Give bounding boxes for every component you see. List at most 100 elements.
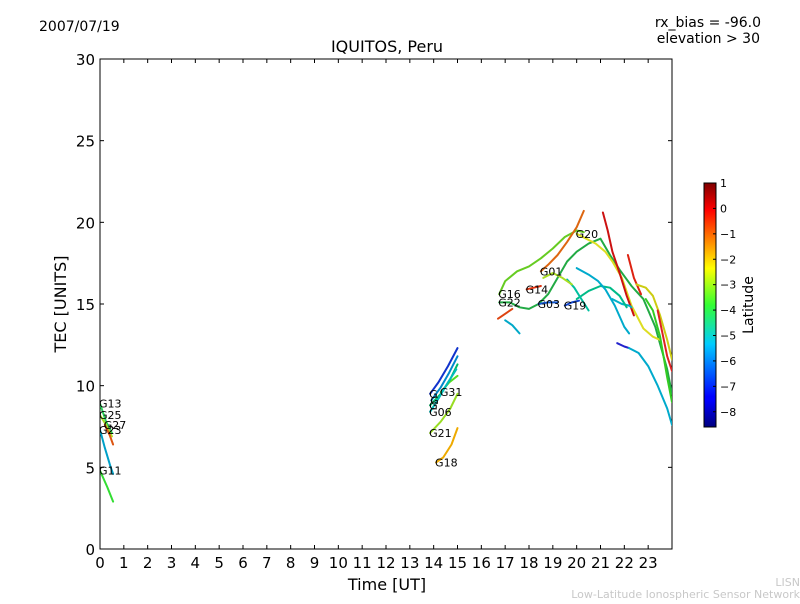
series-label-g21: G21 — [429, 427, 452, 440]
colorbar-tick-label: 1 — [720, 177, 727, 190]
x-axis-label: Time [UT] — [347, 575, 426, 594]
series-line-g — [429, 347, 459, 395]
elevation-label: elevation > 30 — [657, 31, 760, 47]
x-tick-label: 16 — [472, 554, 491, 572]
series-line-unlabeled-32 — [542, 272, 573, 286]
x-tick-label: 10 — [329, 554, 348, 572]
x-tick-label: 21 — [591, 554, 610, 572]
x-tick-label: 4 — [191, 554, 201, 572]
footer-org-short: LISN — [775, 576, 800, 589]
series-line-unlabeled-27 — [504, 319, 521, 335]
colorbar-tick-label: −7 — [720, 380, 736, 393]
x-tick-label: 22 — [615, 554, 634, 572]
x-tick-label: 14 — [424, 554, 443, 572]
series-label-g23: G23 — [99, 424, 122, 437]
x-tick-label: 3 — [167, 554, 177, 572]
y-tick-label: 30 — [76, 51, 95, 69]
x-tick-label: 23 — [639, 554, 658, 572]
series-line-g13 — [100, 402, 113, 434]
y-tick-label: 20 — [76, 214, 95, 232]
y-axis-label: TEC [UNITS] — [51, 256, 70, 354]
x-tick-label: 17 — [496, 554, 515, 572]
date-label: 2007/07/19 — [39, 19, 120, 35]
rx-bias-label: rx_bias = -96.0 — [655, 15, 761, 31]
series-label-g20: G20 — [576, 228, 599, 241]
colorbar-tick-label: −2 — [720, 253, 736, 266]
series-label-g01: G01 — [540, 265, 563, 278]
x-tick-label: 7 — [262, 554, 272, 572]
series-label-g14: G14 — [526, 283, 549, 296]
colorbar-tick-label: 0 — [720, 202, 727, 215]
series-line-unlabeled-31 — [656, 309, 672, 372]
series-line-g14 — [525, 285, 542, 291]
series-line-g01 — [539, 209, 585, 273]
colorbar-gradient — [703, 182, 717, 428]
series-label-g27: G27 — [104, 419, 127, 432]
colorbar-tick-label: −3 — [720, 279, 736, 292]
series-label-g18: G18 — [435, 456, 458, 469]
x-tick-label: 13 — [400, 554, 419, 572]
chart-title: IQUITOS, Peru — [331, 37, 443, 56]
x-tick-label: 9 — [310, 554, 320, 572]
x-tick-label: 5 — [214, 554, 224, 572]
series-label-g16: G16 — [498, 288, 521, 301]
series-line-unlabeled-23 — [616, 342, 631, 350]
series-label-g22: G22 — [498, 296, 521, 309]
y-tick-label: 0 — [85, 541, 95, 559]
series-line-unlabeled-21 — [635, 283, 672, 361]
y-tick-label: 5 — [85, 459, 95, 477]
series-line-g23 — [100, 428, 115, 475]
series-label-g13: G13 — [99, 398, 122, 411]
series-line-g20 — [575, 232, 662, 341]
x-tick-label: 12 — [376, 554, 395, 572]
x-tick-label: 8 — [286, 554, 296, 572]
series-group — [100, 209, 672, 503]
colorbar-tick-label: −5 — [720, 330, 736, 343]
colorbar-tick-label: −1 — [720, 228, 736, 241]
series-line-unlabeled-25 — [575, 285, 628, 309]
series-line-unlabeled-28 — [497, 307, 514, 320]
series-line-unlabeled-26 — [644, 298, 672, 403]
series-label-g: G — [429, 399, 438, 412]
x-tick-label: 0 — [95, 554, 105, 572]
colorbar-tick-label: −8 — [720, 406, 736, 419]
x-tick-label: 2 — [143, 554, 153, 572]
x-tick-label: 19 — [543, 554, 562, 572]
series-line-g22 — [498, 237, 672, 395]
series-label-g: G — [429, 388, 438, 401]
series-line-g19 — [563, 299, 580, 307]
x-tick-label: 1 — [119, 554, 129, 572]
series-label-g19: G19 — [564, 300, 587, 313]
series-line-g18 — [435, 427, 459, 464]
y-tick-label: 10 — [76, 378, 95, 396]
series-line-unlabeled-20 — [626, 254, 642, 296]
x-tick-label: 15 — [448, 554, 467, 572]
footer-org-full: Low-Latitude Ionospheric Sensor Network — [571, 588, 800, 600]
series-line-g — [430, 355, 459, 402]
colorbar-tick-label: −6 — [720, 355, 736, 368]
y-tick-label: 15 — [76, 296, 95, 314]
series-label-g06: G06 — [429, 406, 452, 419]
colorbar-tick-label: −4 — [720, 304, 736, 317]
series-line-g03 — [537, 301, 559, 305]
series-line-g11 — [100, 469, 115, 503]
colorbar-label: Latitude — [741, 276, 757, 334]
x-tick-label: 11 — [353, 554, 372, 572]
colorbar: 1 0 −1 −2 −3 −4 −5 −6 −7 −8 — [703, 177, 736, 428]
series-label-g31: G31 — [440, 386, 463, 399]
series-label-g03: G03 — [538, 298, 561, 311]
series-line-g06 — [429, 368, 458, 413]
x-tick-label: 18 — [519, 554, 538, 572]
y-tick-label: 25 — [76, 133, 95, 151]
series-line-unlabeled-30 — [575, 267, 631, 335]
series-label-g11: G11 — [99, 465, 122, 478]
series-line-g27 — [103, 423, 115, 446]
series-line-unlabeled-19 — [601, 211, 635, 317]
series-line-g21 — [429, 392, 459, 434]
series-line-unlabeled-24 — [628, 347, 672, 426]
plot-area: 0 1 2 3 4 5 6 7 8 9 10 11 12 13 14 15 16 17 18 19 20 21 22 2305… — [76, 51, 673, 572]
series-label-g: G — [430, 394, 439, 407]
series-label-g25: G25 — [99, 409, 122, 422]
x-tick-label: 6 — [238, 554, 248, 572]
